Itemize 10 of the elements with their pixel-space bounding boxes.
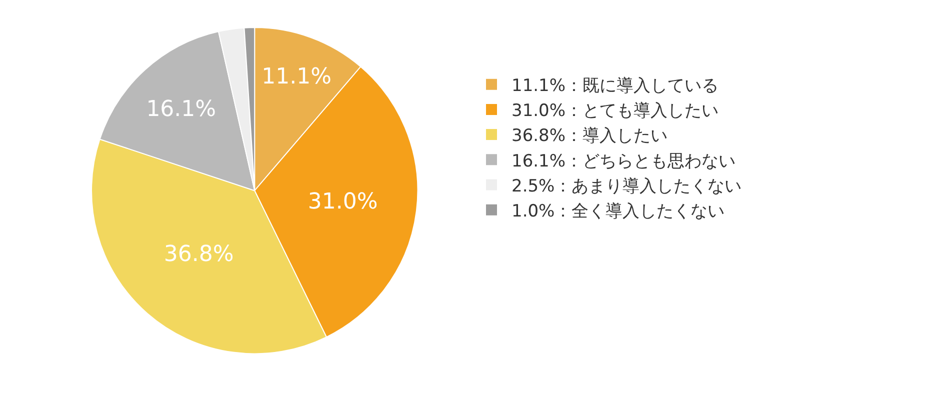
legend-label: 31.0%：とても導入したい — [512, 101, 719, 122]
data-label: 11.1% — [262, 64, 332, 90]
legend-label: 16.1%：どちらとも思わない — [512, 151, 736, 172]
legend-label: 1.0%：全く導入したくない — [512, 201, 725, 222]
legend-label: 2.5%：あまり導入したくない — [512, 176, 742, 196]
data-label: 36.8% — [164, 242, 234, 268]
data-label: 16.1% — [146, 97, 216, 122]
legend-label: 11.1%：既に導入している — [512, 76, 719, 96]
data-label: 31.0% — [308, 189, 378, 214]
legend-label: 36.8%：導入したい — [512, 126, 668, 146]
